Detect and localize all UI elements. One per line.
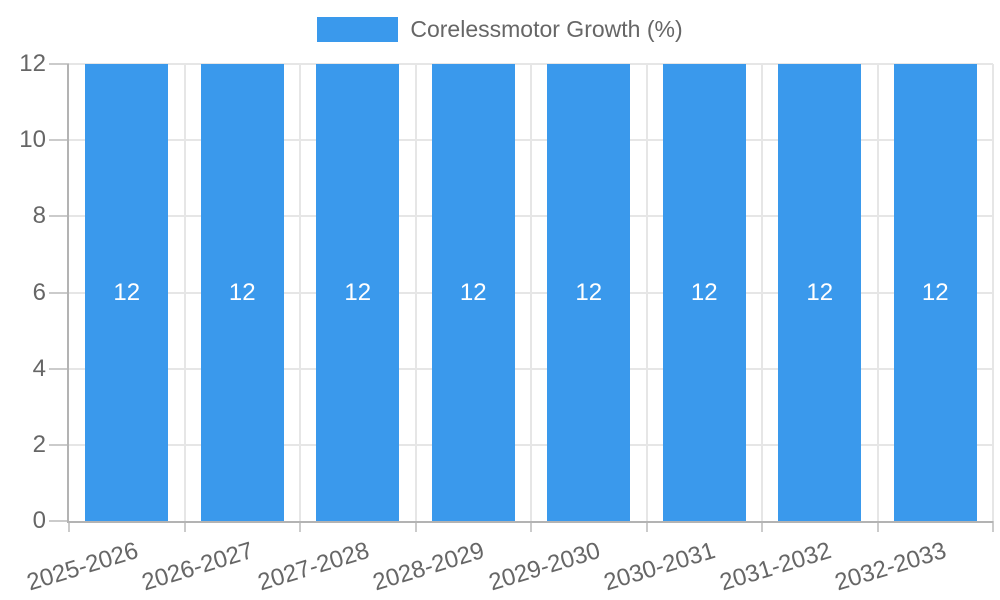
bar-value-label: 12 bbox=[113, 278, 141, 306]
x-axis-tick-label: 2028-2029 bbox=[370, 537, 488, 597]
y-axis-tick-label: 6 bbox=[32, 278, 46, 306]
bar-value-label: 12 bbox=[344, 278, 372, 306]
x-axis-tick-mark bbox=[992, 521, 994, 532]
x-axis-tick-label: 2026-2027 bbox=[139, 537, 257, 597]
gridline-vertical bbox=[530, 64, 532, 521]
gridline-vertical bbox=[645, 64, 648, 521]
legend-label: Corelessmotor Growth (%) bbox=[410, 16, 683, 42]
x-axis-tick-label: 2030-2031 bbox=[601, 537, 719, 597]
y-axis-tick-mark bbox=[49, 215, 69, 218]
bar-2032-2033[interactable]: 12 bbox=[893, 64, 977, 521]
x-axis-tick-mark bbox=[414, 521, 417, 532]
x-axis-tick-mark bbox=[530, 521, 532, 532]
y-axis-tick-label: 0 bbox=[32, 507, 46, 534]
x-axis-tick-mark bbox=[68, 521, 70, 532]
gridline-vertical bbox=[299, 64, 301, 521]
gridline-vertical bbox=[992, 64, 994, 521]
x-axis-tick-label: 2031-2032 bbox=[716, 537, 835, 597]
x-axis-tick-mark bbox=[299, 521, 301, 532]
gridline-vertical bbox=[876, 64, 879, 521]
x-axis-tick-mark bbox=[183, 521, 186, 532]
gridline-vertical bbox=[183, 64, 186, 521]
bar-value-label: 12 bbox=[575, 278, 603, 306]
gridline-vertical bbox=[761, 64, 763, 521]
bar-2025-2026[interactable]: 12 bbox=[85, 64, 169, 521]
bar-2027-2028[interactable]: 12 bbox=[316, 64, 400, 521]
y-axis-tick-label: 4 bbox=[32, 354, 46, 382]
y-axis-tick-mark bbox=[49, 63, 69, 65]
y-axis-tick-mark bbox=[49, 520, 69, 522]
x-axis-tick-label: 2027-2028 bbox=[254, 537, 373, 597]
bar-value-label: 12 bbox=[806, 278, 834, 306]
bar-value-label: 12 bbox=[921, 278, 949, 306]
bar-2026-2027[interactable]: 12 bbox=[200, 64, 284, 521]
bar-value-label: 12 bbox=[690, 278, 718, 306]
y-axis-tick-label: 12 bbox=[19, 50, 46, 77]
bar-2028-2029[interactable]: 12 bbox=[431, 64, 515, 521]
x-axis-tick-label: 2032-2033 bbox=[832, 537, 950, 597]
gridline-vertical bbox=[414, 64, 417, 521]
x-axis-tick-label: 2025-2026 bbox=[23, 537, 142, 597]
y-axis-tick-mark bbox=[49, 291, 69, 294]
x-axis-tick-mark bbox=[876, 521, 879, 532]
y-axis-tick-label: 2 bbox=[32, 430, 46, 458]
legend-swatch bbox=[317, 17, 399, 42]
bar-2031-2032[interactable]: 12 bbox=[778, 64, 862, 521]
y-axis-tick-mark bbox=[49, 139, 69, 142]
y-axis-tick-mark bbox=[49, 443, 69, 446]
x-axis-tick-label: 2029-2030 bbox=[485, 537, 604, 597]
bar-2030-2031[interactable]: 12 bbox=[662, 64, 746, 521]
y-axis-tick-mark bbox=[49, 367, 69, 370]
x-axis-tick-mark bbox=[761, 521, 763, 532]
x-axis-tick-mark bbox=[645, 521, 648, 532]
x-axis-line bbox=[67, 521, 993, 523]
bar-2029-2030[interactable]: 12 bbox=[547, 64, 631, 521]
legend-item[interactable]: Corelessmotor Growth (%) bbox=[317, 16, 683, 42]
y-axis-line bbox=[67, 64, 69, 523]
bar-value-label: 12 bbox=[228, 278, 256, 306]
y-axis-tick-label: 8 bbox=[32, 202, 46, 230]
chart-legend: Corelessmotor Growth (%) bbox=[0, 17, 1000, 42]
bar-value-label: 12 bbox=[459, 278, 487, 306]
y-axis-tick-label: 10 bbox=[19, 126, 46, 154]
